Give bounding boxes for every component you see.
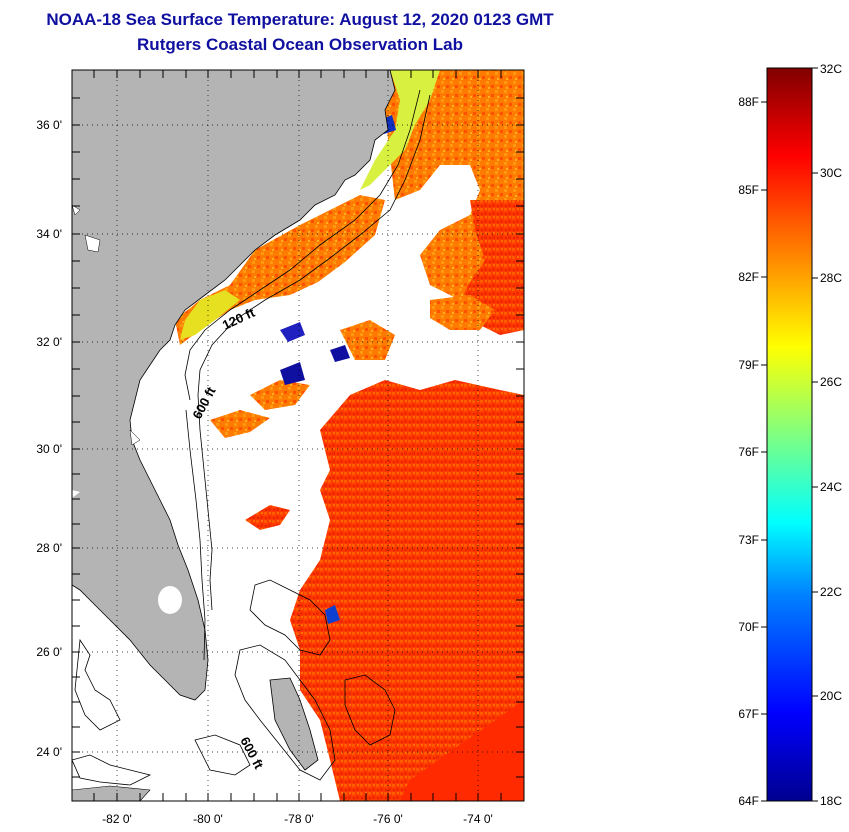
lat-label-32: 32 0' bbox=[36, 335, 62, 349]
colorbar-label-67f: 67F bbox=[738, 707, 759, 721]
lat-label-36: 36 0' bbox=[36, 118, 62, 132]
lon-label-80: -80 0' bbox=[193, 812, 223, 826]
colorbar-ticks bbox=[761, 67, 818, 802]
colorbar-label-32c: 32C bbox=[820, 62, 842, 76]
lat-label-24: 24 0' bbox=[36, 745, 62, 759]
colorbar-label-79f: 79F bbox=[738, 358, 759, 372]
map-subtitle: Rutgers Coastal Ocean Observation Lab bbox=[137, 35, 463, 54]
colorbar-label-28c: 28C bbox=[820, 271, 842, 285]
colorbar-label-70f: 70F bbox=[738, 620, 759, 634]
lon-label-74: -74 0' bbox=[463, 812, 493, 826]
lon-label-76: -76 0' bbox=[373, 812, 403, 826]
lat-label-30: 30 0' bbox=[36, 442, 62, 456]
lat-label-26: 26 0' bbox=[36, 645, 62, 659]
bathymetry-contours bbox=[72, 89, 431, 786]
colorbar-label-18c: 18C bbox=[820, 794, 842, 808]
colorbar-label-88f: 88F bbox=[738, 95, 759, 109]
colorbar-label-85f: 85F bbox=[738, 183, 759, 197]
colorbar-label-73f: 73F bbox=[738, 533, 759, 547]
colorbar-label-22c: 22C bbox=[820, 585, 842, 599]
lat-label-28: 28 0' bbox=[36, 541, 62, 555]
temperature-colorbar bbox=[766, 67, 813, 802]
lon-label-82: -82 0' bbox=[102, 812, 132, 826]
map-frame bbox=[71, 69, 525, 802]
lat-label-34: 34 0' bbox=[36, 227, 62, 241]
map-title: NOAA-18 Sea Surface Temperature: August … bbox=[46, 10, 554, 29]
colorbar-label-64f: 64F bbox=[738, 794, 759, 808]
frame-ticks bbox=[72, 70, 524, 801]
land-mass bbox=[72, 70, 396, 801]
graticule-grid bbox=[72, 70, 524, 801]
colorbar-label-24c: 24C bbox=[820, 480, 842, 494]
colorbar-label-76f: 76F bbox=[738, 445, 759, 459]
colorbar-label-30c: 30C bbox=[820, 166, 842, 180]
colorbar-label-20c: 20C bbox=[820, 689, 842, 703]
colorbar-label-82f: 82F bbox=[738, 270, 759, 284]
sst-field bbox=[140, 70, 524, 801]
lon-label-78: -78 0' bbox=[284, 812, 314, 826]
colorbar-label-26c: 26C bbox=[820, 375, 842, 389]
